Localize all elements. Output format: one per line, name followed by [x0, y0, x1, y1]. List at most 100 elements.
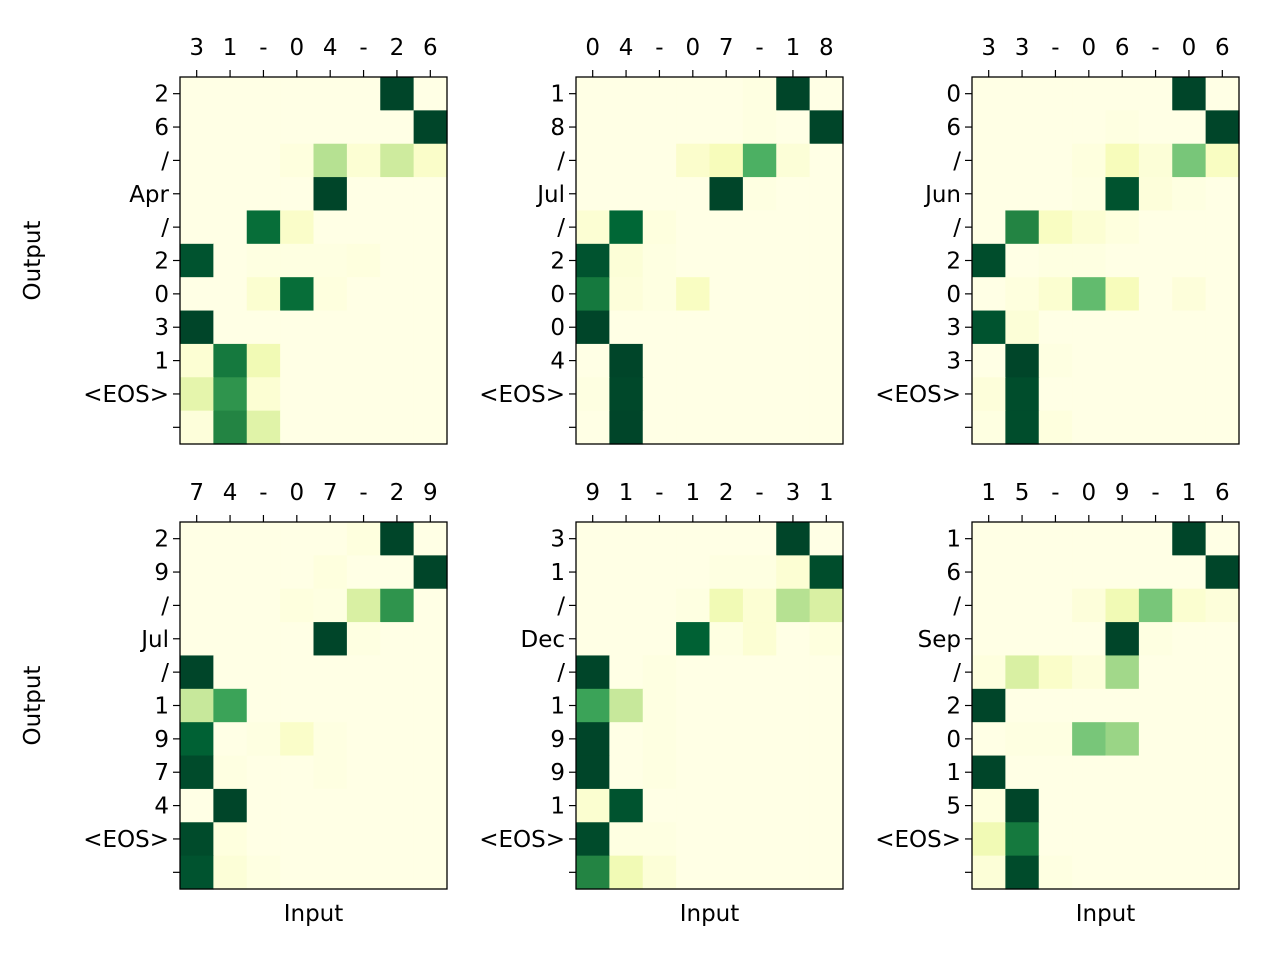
x-tick-label: 9	[585, 480, 600, 506]
heatmap-cell	[776, 310, 811, 345]
x-tick-label: 0	[289, 35, 304, 61]
heatmap-cell	[1105, 410, 1140, 445]
heatmap-cell	[180, 755, 214, 790]
heatmap-cell	[346, 110, 381, 145]
x-tick-label: 0	[685, 35, 700, 61]
heatmap-cell	[246, 410, 281, 445]
y-tick-label: 9	[550, 727, 565, 753]
heatmap-cell	[380, 310, 415, 345]
heatmap-cell	[972, 855, 1006, 890]
heatmap-cell	[213, 622, 248, 657]
heatmap-cell	[576, 755, 610, 790]
x-tick-label: -	[259, 480, 267, 506]
heatmap-cell	[676, 243, 711, 278]
heatmap-cell	[1172, 522, 1207, 556]
heatmap-cell	[1005, 755, 1040, 790]
heatmap-cell	[776, 722, 811, 757]
heatmap-cell	[642, 622, 677, 657]
x-tick-label: 4	[223, 480, 238, 506]
heatmap-cell	[676, 655, 711, 690]
heatmap-cell	[346, 722, 381, 757]
heatmap-cell	[776, 855, 811, 890]
heatmap-cell	[1138, 522, 1173, 556]
heatmap-cell	[642, 688, 677, 723]
heatmap-cell	[180, 143, 214, 178]
y-tick-label: 0	[946, 727, 961, 753]
heatmap-cell	[1138, 655, 1173, 690]
heatmap-cell	[642, 343, 677, 378]
heatmap-cell	[380, 822, 415, 857]
x-tick-label: 8	[819, 35, 834, 61]
y-axis-label: Output	[20, 666, 46, 746]
x-tick-label: 3	[189, 35, 204, 61]
heatmap-cell	[180, 788, 214, 823]
heatmap-cell	[1005, 788, 1040, 823]
heatmap-cell	[709, 243, 744, 278]
heatmap-cell	[676, 77, 711, 111]
heatmap-cell	[1072, 655, 1107, 690]
heatmap-cell	[346, 655, 381, 690]
heatmap-cell	[776, 377, 811, 412]
heatmap-cell	[776, 243, 811, 278]
heatmap-cell	[380, 588, 415, 623]
heatmap-cell	[313, 77, 348, 111]
heatmap-cell	[709, 522, 744, 556]
heatmap-cell	[776, 555, 811, 590]
y-tick-label: 9	[154, 727, 169, 753]
heatmap-cell	[809, 822, 844, 857]
heatmap-cell	[213, 788, 248, 823]
heatmap-cell	[313, 622, 348, 657]
heatmap-cell	[413, 110, 448, 145]
y-tick-label: /	[953, 215, 961, 241]
y-tick-label: <EOS>	[83, 827, 169, 853]
heatmap-cell	[1005, 688, 1040, 723]
heatmap-cell	[709, 343, 744, 378]
heatmap-cell	[380, 688, 415, 723]
heatmap-cell	[709, 410, 744, 445]
y-tick-label: <EOS>	[479, 382, 565, 408]
heatmap-cell	[676, 110, 711, 145]
heatmap-cell	[1038, 588, 1073, 623]
heatmap-cell	[1205, 688, 1240, 723]
heatmap-cell	[1172, 755, 1207, 790]
heatmap-cell	[972, 377, 1006, 412]
heatmap-cell	[413, 410, 448, 445]
heatmap-cell	[576, 343, 610, 378]
heatmap-cell	[413, 622, 448, 657]
heatmap-cell	[346, 377, 381, 412]
heatmap-cell	[576, 788, 610, 823]
x-tick-label: 5	[1015, 480, 1030, 506]
heatmap-cell	[1105, 343, 1140, 378]
heatmap-cell	[380, 77, 415, 111]
heatmap-cell	[1038, 722, 1073, 757]
y-tick-label: 9	[550, 760, 565, 786]
heatmap-cell	[1038, 622, 1073, 657]
heatmap-cell	[280, 110, 315, 145]
heatmap-cell	[709, 110, 744, 145]
heatmap-cell	[1205, 622, 1240, 657]
heatmap-cell	[413, 655, 448, 690]
heatmap-cell	[1138, 377, 1173, 412]
heatmap-cell	[346, 588, 381, 623]
heatmap-cell	[809, 277, 844, 312]
heatmap-cell	[1038, 377, 1073, 412]
y-tick-label: 2	[946, 694, 961, 720]
heatmap-cell	[742, 310, 777, 345]
heatmap-cell	[1005, 655, 1040, 690]
heatmap-cell	[676, 210, 711, 245]
heatmap-cell	[180, 310, 214, 345]
heatmap-cell	[642, 788, 677, 823]
heatmap-cell	[380, 755, 415, 790]
heatmap-cell	[709, 210, 744, 245]
heatmap-cell	[1005, 243, 1040, 278]
heatmap-cell	[380, 788, 415, 823]
heatmap-cell	[380, 343, 415, 378]
y-tick-label: 1	[154, 694, 169, 720]
y-tick-label: <EOS>	[83, 382, 169, 408]
x-tick-label: -	[1051, 480, 1059, 506]
heatmap-cell	[676, 855, 711, 890]
heatmap-cell	[313, 310, 348, 345]
heatmap-cell	[742, 788, 777, 823]
heatmap-cell	[609, 410, 644, 445]
heatmap-cell	[1205, 588, 1240, 623]
